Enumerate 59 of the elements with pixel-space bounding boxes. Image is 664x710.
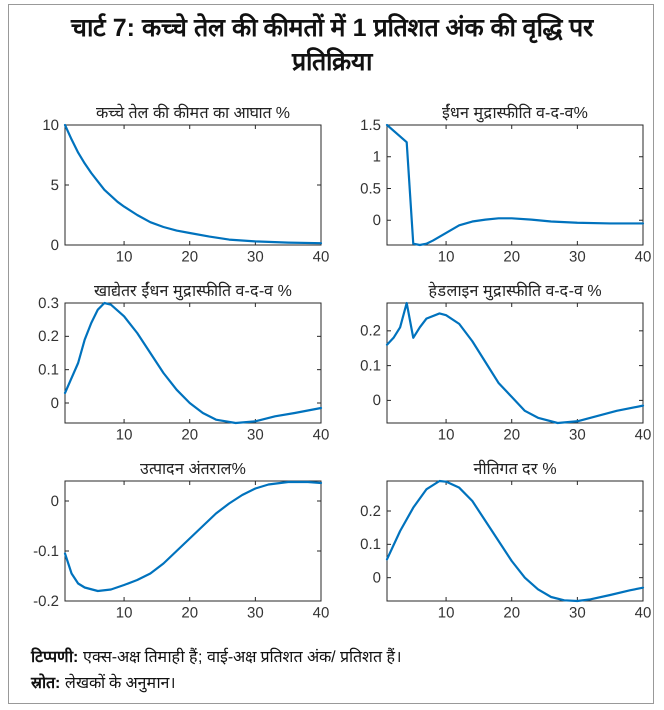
x-tick-label: 20 — [181, 248, 198, 266]
y-tick-label: 0 — [50, 236, 59, 254]
x-tick-label: 10 — [438, 248, 454, 266]
x-tick-label: 30 — [569, 604, 586, 622]
y-tick-label: 0.2 — [360, 502, 381, 520]
chart-title: ईंधन मुद्रास्फीति व-द-व% — [442, 103, 588, 123]
text: चार्ट 7: कच्चे तेल की कीमतों में 1 प्रतिशत अंक की वृद्धि पर प्रतिक्रिया — [70, 12, 595, 78]
x-tick-label: 10 — [438, 426, 454, 444]
x-tick-label: 20 — [181, 604, 198, 622]
y-tick-label: 10 — [42, 116, 59, 134]
y-tick-label: 0 — [50, 492, 59, 510]
x-tick-label: 40 — [312, 248, 330, 266]
x-tick-label: 20 — [503, 604, 520, 622]
line-series — [386, 302, 644, 424]
y-tick-label: 5 — [50, 176, 59, 194]
x-tick-label: 30 — [569, 248, 586, 266]
x-tick-label: 30 — [247, 426, 264, 444]
line-series — [64, 302, 322, 424]
x-tick-label: 10 — [116, 426, 132, 444]
y-tick-label: 0.1 — [360, 357, 381, 374]
x-tick-label: 10 — [116, 604, 132, 622]
y-tick-label: -0.1 — [33, 542, 59, 560]
x-tick-label: 10 — [116, 248, 132, 266]
y-tick-label: 0 — [372, 569, 381, 586]
x-tick-label: 20 — [181, 426, 198, 444]
chart-title: उत्पादन अंतराल% — [140, 460, 246, 478]
y-tick-label: 0 — [372, 392, 381, 410]
chart-title: हेडलाइन मुद्रास्फीति व-द-व % — [428, 281, 602, 301]
y-tick-label: 1 — [372, 148, 381, 166]
text: टिप्पणी: एक्स-अक्ष तिमाही हैं; वाई-अक्ष प्रतिशत अंक/ प्रतिशत हैं। — [31, 649, 402, 666]
line-series — [386, 480, 644, 602]
x-tick-label: 30 — [247, 248, 264, 266]
x-tick-label: 40 — [312, 426, 330, 444]
x-tick-label: 40 — [634, 426, 652, 444]
y-tick-label: -0.2 — [33, 592, 59, 610]
y-tick-label: 0.1 — [38, 361, 59, 378]
x-tick-label: 40 — [312, 604, 330, 622]
y-tick-label: 0 — [50, 394, 59, 412]
x-tick-label: 40 — [634, 604, 652, 622]
y-tick-label: 0 — [372, 212, 381, 230]
y-tick-label: 1.5 — [360, 116, 381, 134]
x-tick-label: 30 — [247, 604, 264, 622]
y-tick-label: 0.3 — [38, 294, 59, 312]
x-tick-label: 20 — [503, 426, 520, 444]
chart-title: खाद्येतर ईंधन मुद्रास्फीति व-द-व % — [94, 281, 292, 301]
x-tick-label: 20 — [503, 248, 520, 266]
x-tick-label: 30 — [569, 426, 586, 444]
text: स्रोत: लेखकों के अनुमान। — [31, 675, 176, 692]
y-tick-label: 0.2 — [360, 322, 381, 340]
y-tick-label: 0.1 — [360, 536, 381, 554]
chart-title: नीतिगत दर % — [473, 459, 557, 478]
line-series — [64, 124, 322, 244]
x-tick-label: 10 — [438, 604, 454, 622]
chart-title: कच्चे तेल की कीमत का आघात % — [96, 103, 290, 122]
x-tick-label: 40 — [634, 248, 652, 266]
y-tick-label: 0.2 — [38, 328, 59, 346]
line-series — [386, 124, 644, 246]
line-series — [64, 480, 322, 592]
y-tick-label: 0.5 — [360, 180, 381, 198]
